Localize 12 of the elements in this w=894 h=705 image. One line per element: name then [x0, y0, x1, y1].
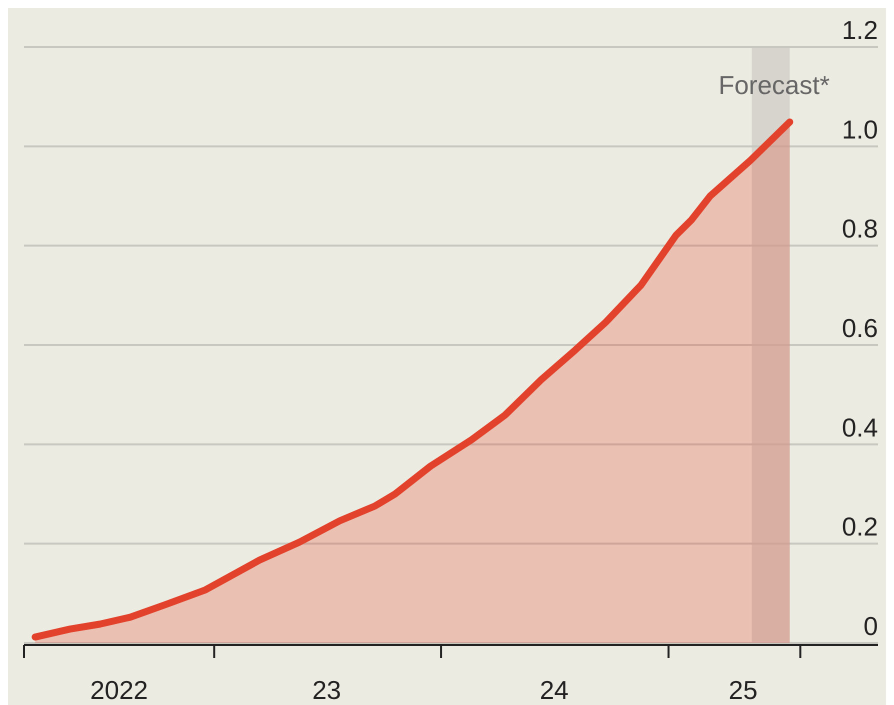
x-tick-label: 23	[312, 675, 342, 705]
x-tick-label: 24	[540, 675, 569, 705]
band-label: Forecast*	[718, 70, 830, 100]
y-tick-label: 0.8	[842, 214, 878, 244]
y-tick-label: 0.4	[842, 412, 878, 442]
y-tick-label: 0.2	[842, 512, 878, 542]
y-tick-label: 1.2	[842, 15, 878, 45]
x-tick-label: 25	[728, 675, 758, 705]
y-tick-label: 0	[864, 611, 878, 641]
x-tick-label: 2022	[90, 675, 148, 705]
y-tick-label: 0.6	[842, 313, 878, 343]
y-tick-label: 1.0	[842, 114, 878, 144]
